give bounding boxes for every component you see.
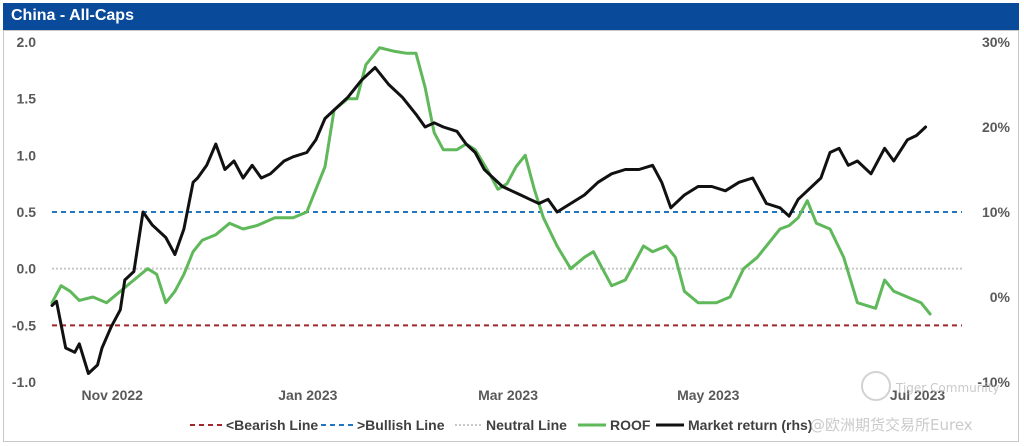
legend: <Bearish Line >Bullish Line Neutral Line… bbox=[190, 417, 812, 433]
chart-title: China - All-Caps bbox=[11, 7, 134, 24]
left-tick-label: 0.5 bbox=[17, 204, 37, 220]
legend-label-roof: ROOF bbox=[610, 417, 651, 433]
legend-label-market: Market return (rhs) bbox=[688, 417, 812, 433]
x-tick-label: Jan 2023 bbox=[278, 387, 337, 403]
watermark-source: @欧洲期货交易所Eurex bbox=[810, 416, 973, 434]
left-tick-label: 1.5 bbox=[17, 91, 37, 107]
reference-lines bbox=[52, 211, 962, 327]
left-axis-ticks: 2.0 1.5 1.0 0.5 0.0 -0.5 -1.0 bbox=[12, 34, 36, 390]
x-tick-label: Jul 2023 bbox=[890, 387, 945, 403]
chart-title-bar: China - All-Caps bbox=[3, 3, 1019, 30]
x-tick-label: Nov 2022 bbox=[81, 387, 143, 403]
chart-frame bbox=[3, 30, 1019, 442]
watermark: Tiger Community @欧洲期货交易所Eurex bbox=[810, 371, 1000, 434]
legend-label-neutral: Neutral Line bbox=[486, 417, 567, 433]
x-axis-ticks: Nov 2022 Jan 2023 Mar 2023 May 2023 Jul 2023 bbox=[81, 387, 945, 403]
left-tick-label: -0.5 bbox=[12, 317, 36, 333]
left-tick-label: -1.0 bbox=[12, 374, 36, 390]
right-tick-label: 30% bbox=[982, 34, 1011, 50]
right-tick-label: -10% bbox=[977, 374, 1010, 390]
series-line-market-return bbox=[50, 66, 928, 375]
x-tick-label: May 2023 bbox=[677, 387, 739, 403]
right-tick-label: 10% bbox=[982, 204, 1011, 220]
right-tick-label: 20% bbox=[982, 119, 1011, 135]
series-line-roof bbox=[50, 46, 932, 316]
legend-label-bullish: >Bullish Line bbox=[357, 417, 445, 433]
x-tick-label: Mar 2023 bbox=[478, 387, 538, 403]
series-lines bbox=[50, 46, 932, 375]
left-tick-label: 1.0 bbox=[17, 147, 37, 163]
watermark-community: Tiger Community bbox=[895, 381, 1000, 395]
left-tick-label: 0.0 bbox=[17, 261, 37, 277]
right-axis-ticks: 30% 20% 10% 0% -10% bbox=[977, 34, 1010, 390]
watermark-logo-icon bbox=[861, 371, 891, 401]
left-tick-label: 2.0 bbox=[17, 34, 37, 50]
legend-label-bearish: <Bearish Line bbox=[226, 417, 318, 433]
right-tick-label: 0% bbox=[990, 289, 1011, 305]
